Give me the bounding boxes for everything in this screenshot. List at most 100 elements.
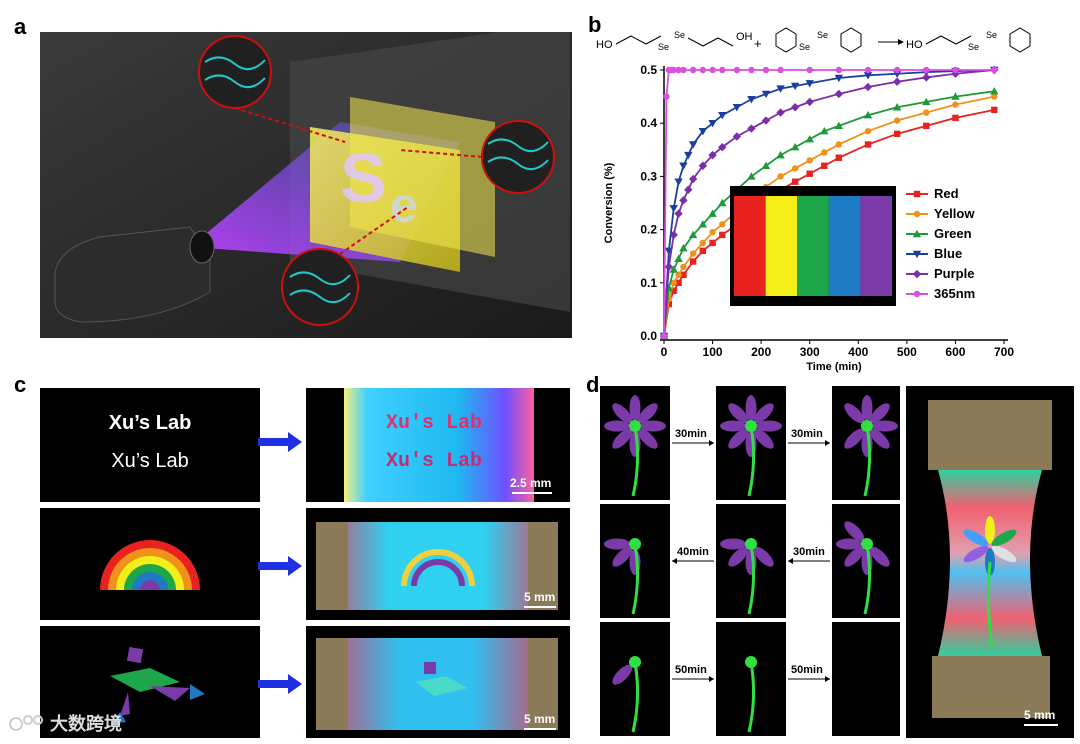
- c-result-figure: 5 mm: [306, 626, 570, 738]
- data-point-blue: [805, 80, 814, 88]
- zoom-circle-top: [198, 35, 346, 143]
- inset-color-2: [797, 196, 829, 296]
- d-tile-7: [716, 622, 786, 736]
- data-point-365nm: [777, 66, 784, 74]
- d-petal: [604, 420, 630, 432]
- conversion-chart: 0 100 200 300 400 500 600 700 0.0 0.1 0.2 0.3 0.4 0.5…: [603, 63, 1014, 373]
- data-point-red: [952, 114, 959, 122]
- d-petal: [756, 420, 782, 432]
- x-tick-label: 500: [897, 345, 917, 359]
- d-petal: [869, 546, 890, 567]
- data-point-green: [679, 244, 688, 252]
- data-point-green: [790, 142, 800, 151]
- d-tile-6: [600, 622, 670, 736]
- d-tile-5: [832, 504, 900, 618]
- inset-color-3: [828, 196, 861, 296]
- data-point-365nm: [733, 66, 741, 74]
- data-point-purple: [684, 185, 693, 194]
- d-petal: [753, 546, 774, 567]
- panel-label-b: b: [588, 12, 602, 37]
- data-point-blue: [674, 178, 683, 186]
- c-result-text-line1: Xu's Lab: [386, 412, 483, 435]
- data-point-yellow: [864, 127, 872, 135]
- data-point-blue: [776, 85, 785, 93]
- data-point-blue: [679, 162, 688, 170]
- svg-text:Se: Se: [658, 42, 669, 52]
- data-point-purple: [834, 89, 844, 99]
- data-point-365nm: [660, 332, 668, 340]
- legend-marker-blue: [912, 250, 922, 259]
- d-stem: [747, 661, 756, 733]
- d-petal: [604, 538, 630, 550]
- data-point-green: [669, 265, 678, 273]
- data-point-purple: [679, 196, 688, 205]
- d-petal: [844, 428, 865, 449]
- svg-text:Se: Se: [817, 30, 828, 40]
- legend-label-green: Green: [934, 226, 972, 241]
- d-petal: [640, 420, 666, 432]
- zoom-circle-bottom: [281, 206, 409, 326]
- svg-text:e: e: [390, 177, 418, 233]
- svg-text:HO: HO: [906, 39, 923, 51]
- data-point-yellow: [821, 149, 828, 156]
- zoom-circle-right: [399, 120, 555, 194]
- d-time-1: 30min: [674, 428, 708, 440]
- x-tick-label: 0: [661, 345, 668, 359]
- data-point-yellow: [699, 239, 707, 247]
- x-tick-label: 200: [751, 345, 771, 359]
- scalebar-c1: [512, 492, 552, 494]
- svg-text:Se: Se: [674, 30, 685, 40]
- d-petal: [728, 403, 749, 424]
- y-tick-label: 0.1: [640, 276, 657, 290]
- d-petal: [720, 420, 746, 432]
- data-point-365nm: [670, 66, 677, 74]
- data-point-green: [708, 209, 717, 217]
- d-sample-photo: 5 mm: [906, 386, 1074, 738]
- data-point-purple: [863, 82, 873, 92]
- y-tick-label: 0.0: [640, 329, 657, 343]
- data-point-blue: [834, 74, 844, 83]
- inset-color-0: [734, 196, 766, 296]
- x-axis-label: Time (min): [806, 361, 862, 373]
- data-point-green: [674, 254, 683, 263]
- data-point-red: [689, 258, 697, 265]
- data-point-red: [835, 154, 843, 161]
- reaction-scheme: HO Se Se OH + Se Se HO Se Se: [596, 26, 1076, 56]
- d-time-3: 40min: [676, 546, 710, 558]
- scalebar-label-c3: 5 mm: [524, 712, 556, 726]
- data-point-365nm: [748, 66, 755, 74]
- data-point-red: [675, 279, 682, 286]
- d-petal: [869, 403, 890, 424]
- d-arrowhead-3: [788, 558, 793, 564]
- scalebar-c2: [524, 606, 556, 608]
- d-petal: [720, 538, 746, 550]
- data-point-blue: [732, 104, 742, 112]
- legend-label-purple: Purple: [934, 266, 974, 281]
- d-time-5: 50min: [674, 664, 708, 676]
- data-point-yellow: [719, 221, 726, 228]
- scalebar-label-d: 5 mm: [1024, 708, 1056, 722]
- data-point-purple: [892, 77, 902, 86]
- data-point-yellow: [923, 109, 930, 116]
- data-point-red: [864, 141, 872, 148]
- data-point-purple: [761, 116, 771, 125]
- svg-text:OH: OH: [736, 31, 753, 43]
- inset-color-4: [860, 196, 892, 296]
- x-tick-label: 300: [800, 345, 820, 359]
- data-point-purple: [747, 124, 756, 133]
- data-point-yellow: [835, 141, 843, 148]
- d-tile-1: [716, 386, 786, 500]
- data-point-red: [699, 247, 707, 255]
- legend-marker-yellow: [913, 210, 921, 218]
- legend-marker-green: [912, 229, 922, 238]
- data-point-blue: [747, 96, 756, 104]
- scalebar-c3: [524, 728, 556, 730]
- d-stem: [631, 543, 640, 615]
- film-panel-back: [350, 97, 495, 257]
- data-point-blue: [684, 151, 693, 160]
- data-point-blue: [708, 120, 717, 128]
- svg-text:+: +: [754, 36, 762, 51]
- data-point-365nm: [893, 66, 901, 74]
- data-point-blue: [688, 141, 698, 149]
- scalebar-label-c1: 2.5 mm: [510, 476, 552, 490]
